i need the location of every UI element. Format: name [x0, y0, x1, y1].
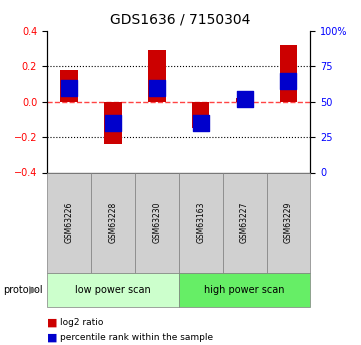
Text: ■: ■: [47, 318, 57, 327]
Bar: [148, 50, 165, 102]
Bar: [60, 70, 78, 102]
Text: GSM63230: GSM63230: [152, 202, 161, 243]
Text: GSM63229: GSM63229: [284, 202, 293, 243]
Text: GSM63163: GSM63163: [196, 202, 205, 243]
Text: GDS1636 / 7150304: GDS1636 / 7150304: [110, 12, 251, 26]
Point: [286, 78, 291, 83]
Text: protocol: protocol: [4, 285, 43, 295]
Bar: [236, 98, 253, 102]
Text: ▶: ▶: [29, 285, 38, 295]
Text: GSM63228: GSM63228: [108, 202, 117, 243]
Bar: [280, 45, 297, 102]
Point: [154, 85, 160, 90]
Bar: [192, 102, 209, 128]
Text: log2 ratio: log2 ratio: [60, 318, 103, 327]
Point: [198, 120, 204, 126]
Point: [66, 85, 72, 90]
Bar: [104, 102, 122, 144]
Point: [110, 120, 116, 126]
Text: GSM63227: GSM63227: [240, 202, 249, 243]
Text: ■: ■: [47, 333, 57, 342]
Text: high power scan: high power scan: [204, 285, 285, 295]
Text: percentile rank within the sample: percentile rank within the sample: [60, 333, 213, 342]
Text: GSM63226: GSM63226: [64, 202, 73, 243]
Point: [242, 96, 248, 102]
Text: low power scan: low power scan: [75, 285, 151, 295]
